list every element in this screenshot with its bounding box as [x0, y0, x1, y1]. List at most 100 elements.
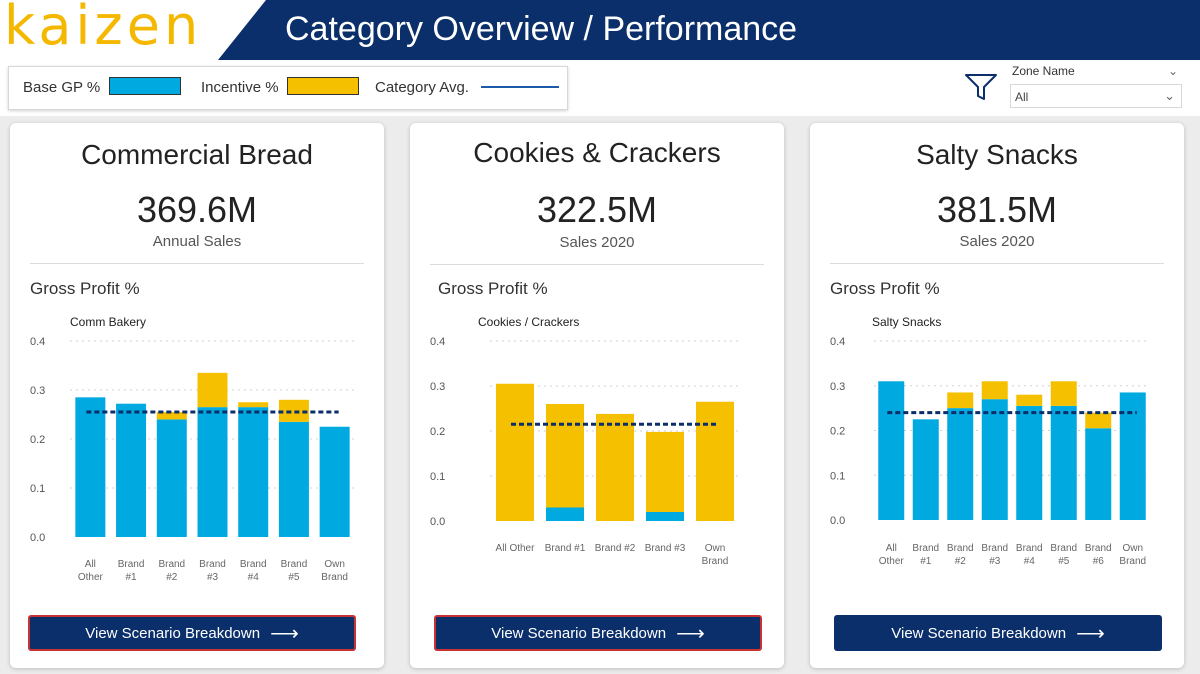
card-divider — [430, 264, 764, 265]
chart-title: Salty Snacks — [872, 315, 941, 329]
bar-incentive — [947, 392, 974, 409]
y-tick-label: 0.4 — [830, 336, 845, 348]
view-scenario-button[interactable]: View Scenario Breakdown ⟶ — [28, 615, 356, 651]
view-scenario-label: View Scenario Breakdown — [891, 624, 1067, 642]
arrow-right-icon: ⟶ — [1076, 622, 1105, 645]
arrow-right-icon: ⟶ — [270, 622, 299, 645]
view-scenario-label: View Scenario Breakdown — [491, 624, 667, 642]
chart-title: Cookies / Crackers — [478, 315, 579, 329]
x-tick-label: Own Brand — [321, 559, 348, 583]
gross-profit-chart: Salty Snacks 0.0 0.1 0.2 0.3 0.4 All Other Brand… — [830, 315, 1150, 567]
card-cookies-crackers: Cookies & Crackers 322.5M Sales 2020 Gro… — [410, 123, 784, 668]
x-tick-label: All Other — [879, 543, 905, 567]
x-tick-label: Brand #1 — [912, 543, 939, 567]
bar-base-gp — [75, 397, 106, 537]
chart-title: Comm Bakery — [70, 315, 146, 329]
bar-incentive — [1050, 381, 1077, 406]
view-scenario-button[interactable]: View Scenario Breakdown ⟶ — [834, 615, 1162, 651]
x-tick-label: Brand #6 — [1085, 543, 1112, 567]
bar-incentive — [646, 431, 684, 512]
bar-incentive — [696, 401, 734, 521]
card-sales-label: Sales 2020 — [559, 234, 635, 251]
legend-incentive-label: Incentive % — [201, 79, 279, 96]
card-divider — [830, 263, 1164, 264]
x-tick-label: Brand #2 — [158, 559, 185, 583]
y-tick-label: 0.3 — [830, 381, 845, 393]
legend-base-swatch — [109, 77, 181, 95]
gross-profit-chart: Comm Bakery 0.0 0.1 0.2 0.3 0.4 All Other Brand #… — [30, 315, 355, 583]
view-scenario-button[interactable]: View Scenario Breakdown ⟶ — [434, 615, 762, 651]
bar-base-gp — [646, 512, 684, 521]
y-tick-label: 0.4 — [430, 336, 445, 348]
bar-base-gp — [878, 381, 905, 520]
chevron-down-icon[interactable]: ⌄ — [1168, 64, 1179, 78]
filter-icon[interactable] — [964, 72, 998, 102]
gross-profit-heading: Gross Profit % — [830, 279, 940, 298]
x-tick-label: Brand #3 — [199, 559, 226, 583]
card-sales-label: Sales 2020 — [959, 233, 1035, 250]
page-title: Category Overview / Performance — [285, 10, 798, 48]
bar-base-gp — [278, 421, 309, 537]
bar-base-gp — [1050, 405, 1077, 520]
zone-filter-value: All — [1015, 90, 1029, 104]
gross-profit-heading: Gross Profit % — [30, 279, 140, 298]
gross-profit-heading: Gross Profit % — [438, 279, 548, 298]
x-tick-label: Brand #3 — [981, 543, 1008, 567]
chevron-down-icon: ⌄ — [1164, 88, 1175, 103]
bar-incentive — [156, 412, 187, 420]
x-tick-label: Brand #2 — [595, 543, 636, 554]
zone-filter-select[interactable]: All ⌄ — [1010, 84, 1182, 108]
x-tick-label: Brand #5 — [1050, 543, 1077, 567]
x-tick-label: Brand #4 — [240, 559, 267, 583]
card-sales-value: 322.5M — [536, 189, 658, 230]
bar-base-gp — [197, 407, 228, 537]
legend: Base GP % Incentive % Category Avg. — [8, 66, 568, 110]
card-divider — [30, 263, 364, 264]
x-tick-label: Own Brand — [702, 543, 729, 567]
y-tick-label: 0.1 — [430, 471, 445, 483]
y-tick-label: 0.0 — [30, 532, 45, 544]
bar-incentive — [546, 404, 584, 508]
card-title: Salty Snacks — [916, 139, 1078, 170]
x-tick-label: Brand #3 — [645, 543, 686, 554]
y-tick-label: 0.0 — [830, 515, 845, 527]
y-tick-label: 0.2 — [430, 426, 445, 438]
x-tick-label: All Other — [78, 559, 104, 583]
bar-incentive — [596, 413, 634, 521]
title-banner — [218, 0, 1200, 60]
card-sales-label: Annual Sales — [152, 233, 242, 250]
arrow-right-icon: ⟶ — [676, 622, 705, 645]
bar-incentive — [1016, 394, 1043, 406]
card-salty-snacks: Salty Snacks 381.5M Sales 2020 Gross Pro… — [810, 123, 1184, 668]
x-tick-label: Brand #4 — [1016, 543, 1043, 567]
bar-base-gp — [947, 408, 974, 520]
card-sales-value: 369.6M — [136, 189, 258, 230]
bar-base-gp — [1085, 428, 1112, 520]
legend-incentive-swatch — [287, 77, 359, 95]
y-tick-label: 0.4 — [30, 336, 45, 348]
y-tick-label: 0.3 — [30, 385, 45, 397]
legend-avg-line — [481, 86, 559, 88]
zone-filter-label: Zone Name — [1012, 64, 1075, 78]
card-title: Cookies & Crackers — [473, 137, 721, 168]
bar-base-gp — [981, 399, 1008, 520]
bar-base-gp — [546, 507, 584, 521]
bar-incentive — [981, 381, 1008, 400]
x-tick-label: Own Brand — [1119, 543, 1146, 567]
card-sales-value: 381.5M — [936, 189, 1058, 230]
header-bar: kaizen Category Overview / Performance — [0, 0, 1200, 60]
bar-incentive — [1085, 412, 1112, 429]
y-tick-label: 0.1 — [30, 483, 45, 495]
x-tick-label: All Other — [496, 543, 536, 554]
bar-base-gp — [238, 407, 269, 537]
y-tick-label: 0.1 — [830, 470, 845, 482]
bar-incentive — [238, 402, 269, 408]
legend-avg-label: Category Avg. — [375, 79, 469, 96]
x-tick-label: Brand #5 — [281, 559, 308, 583]
y-tick-label: 0.3 — [430, 381, 445, 393]
bar-base-gp — [319, 426, 350, 537]
bar-base-gp — [1016, 405, 1043, 520]
y-tick-label: 0.2 — [30, 434, 45, 446]
x-tick-label: Brand #1 — [118, 559, 145, 583]
x-tick-label: Brand #1 — [545, 543, 586, 554]
